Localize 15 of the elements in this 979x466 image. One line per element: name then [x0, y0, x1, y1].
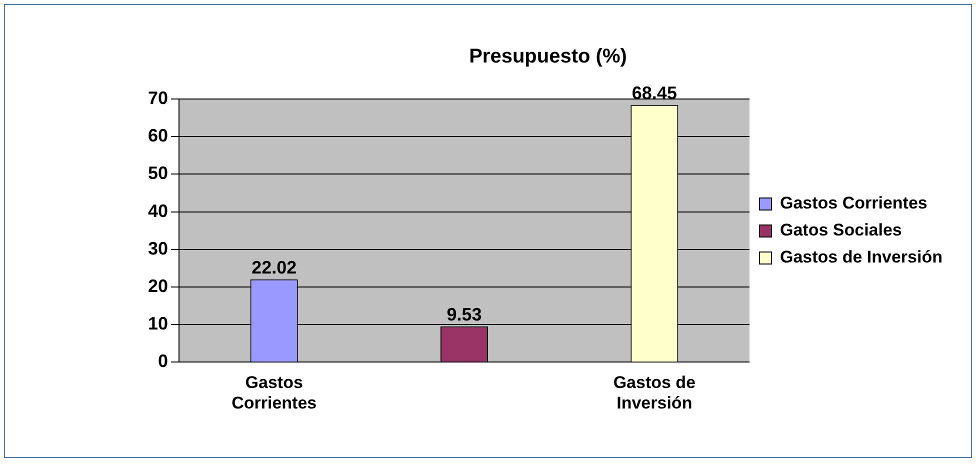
data-label: 22.02 [252, 257, 297, 278]
legend-label: Gatos Sociales [780, 220, 902, 240]
legend-label: Gastos Corrientes [780, 194, 928, 213]
data-label: 9.53 [446, 304, 482, 324]
data-label: 68.45 [632, 82, 677, 103]
y-tick-label: 30 [148, 238, 168, 258]
chart-title: Presupuesto (%) [469, 46, 627, 68]
y-tick-label: 20 [148, 276, 168, 296]
y-tick-label: 50 [148, 163, 168, 184]
y-tick-label: 0 [158, 351, 168, 372]
y-tick-label: 10 [148, 314, 168, 334]
y-tick-label: 60 [148, 126, 168, 146]
legend-label: Gastos de Inversión [780, 248, 942, 267]
y-tick-label: 40 [148, 200, 168, 221]
y-tick-label: 70 [148, 88, 168, 108]
